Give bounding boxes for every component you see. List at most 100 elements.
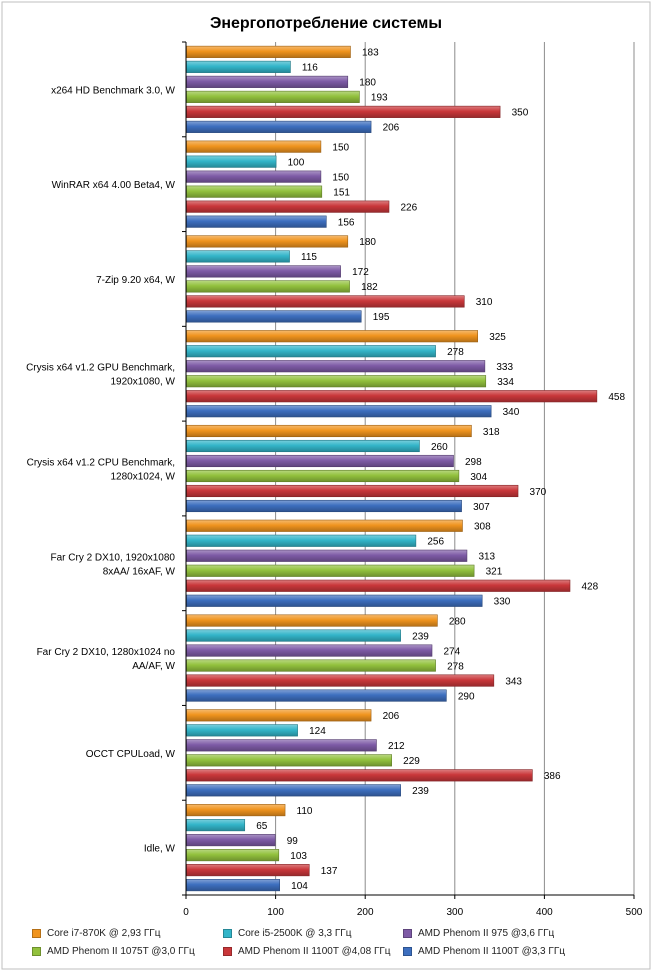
bar xyxy=(186,140,322,153)
bar xyxy=(186,754,392,767)
category-label: AA/AF, W xyxy=(132,661,175,672)
data-label: 278 xyxy=(447,661,464,672)
axes xyxy=(182,41,635,899)
data-label: 226 xyxy=(400,202,417,213)
bar xyxy=(186,185,323,198)
bar xyxy=(186,709,372,722)
labels: 0 100 200 300 400 500 x264 HD Benchmark 3.0, W… xyxy=(26,48,643,918)
data-label: 172 xyxy=(352,267,369,278)
bar xyxy=(186,564,475,577)
bar xyxy=(186,345,436,358)
data-label: 290 xyxy=(458,691,475,702)
x-tick-label: 300 xyxy=(446,907,463,918)
category-label: Far Cry 2 DX10, 1280x1024 no xyxy=(37,647,176,658)
bar xyxy=(186,105,501,118)
category-label: 1280x1024, W xyxy=(111,472,176,483)
data-label: 65 xyxy=(256,821,268,832)
data-label: 212 xyxy=(388,741,405,752)
data-label: 137 xyxy=(321,866,338,877)
data-label: 182 xyxy=(361,282,378,293)
data-label: 260 xyxy=(431,442,448,453)
data-label: 100 xyxy=(288,157,305,168)
data-label: 274 xyxy=(444,646,461,657)
bar xyxy=(186,689,447,702)
data-label: 370 xyxy=(530,487,547,498)
data-label: 193 xyxy=(371,93,388,104)
data-label: 124 xyxy=(309,726,326,737)
x-tick-label: 500 xyxy=(626,907,643,918)
legend-label: Core i7-870K @ 2,93 ГГц xyxy=(47,928,161,939)
data-label: 278 xyxy=(447,347,464,358)
bar xyxy=(186,60,291,73)
x-tick-label: 200 xyxy=(357,907,374,918)
legend-item: AMD Phenom II 1075T @3,0 ГГц xyxy=(32,946,195,957)
data-label: 180 xyxy=(359,237,376,248)
bar xyxy=(186,849,280,862)
legend-item: Core i5-2500K @ 3,3 ГГц xyxy=(223,928,351,939)
bar xyxy=(186,864,310,877)
data-label: 150 xyxy=(332,172,349,183)
data-label: 280 xyxy=(449,616,466,627)
bar xyxy=(186,45,351,58)
data-label: 343 xyxy=(505,676,522,687)
bar xyxy=(186,739,377,752)
bar xyxy=(186,629,401,642)
data-label: 206 xyxy=(383,711,400,722)
data-label: 310 xyxy=(476,297,493,308)
legend-swatch xyxy=(403,947,412,956)
data-label: 103 xyxy=(290,851,307,862)
category-label: Crysis x64 v1.2 CPU Benchmark, xyxy=(27,458,175,469)
legend-label: Core i5-2500K @ 3,3 ГГц xyxy=(238,928,352,939)
legend-label: AMD Phenom II 975 @3,6 ГГц xyxy=(418,928,555,939)
bar xyxy=(186,215,327,228)
bar xyxy=(186,469,460,483)
data-label: 428 xyxy=(581,582,598,593)
legend-swatch xyxy=(32,929,41,938)
x-tick-label: 0 xyxy=(183,907,189,918)
data-label: 307 xyxy=(473,502,490,513)
bar xyxy=(186,644,433,657)
category-label: 8xAA/ 16xAF, W xyxy=(103,566,176,577)
bar xyxy=(186,235,349,248)
legend-swatch xyxy=(223,947,232,956)
bar xyxy=(186,769,533,782)
gridlines xyxy=(275,42,635,895)
data-label: 206 xyxy=(383,123,400,134)
bar xyxy=(186,360,486,373)
bar xyxy=(186,594,483,607)
bar xyxy=(186,519,463,532)
bar xyxy=(186,879,280,892)
bar xyxy=(186,200,390,213)
data-label: 104 xyxy=(291,881,308,892)
data-label: 308 xyxy=(474,522,491,533)
bars xyxy=(186,45,598,892)
category-label: x264 HD Benchmark 3.0, W xyxy=(51,85,175,96)
data-label: 334 xyxy=(497,377,514,388)
x-tick-label: 100 xyxy=(267,907,284,918)
legend-item: AMD Phenom II 1100T @4,08 ГГц xyxy=(223,946,391,957)
legend-item: AMD Phenom II 975 @3,6 ГГц xyxy=(403,928,554,939)
legend-item: AMD Phenom II 1100T @3,3 ГГц xyxy=(403,946,565,957)
data-label: 180 xyxy=(359,78,376,89)
bar xyxy=(186,579,571,592)
category-label: Crysis x64 v1.2 GPU Benchmark, xyxy=(26,363,175,374)
data-label: 156 xyxy=(338,217,355,228)
bar xyxy=(186,75,349,88)
bar xyxy=(186,424,472,438)
data-label: 239 xyxy=(412,786,429,797)
data-label: 350 xyxy=(512,108,529,119)
data-label: 458 xyxy=(608,392,625,403)
bar xyxy=(186,265,341,278)
bar xyxy=(186,405,492,418)
bar xyxy=(186,834,276,847)
bar xyxy=(186,724,298,737)
data-label: 325 xyxy=(489,332,506,343)
bar xyxy=(186,499,462,513)
legend-label: AMD Phenom II 1100T @3,3 ГГц xyxy=(418,946,565,957)
bar xyxy=(186,170,322,183)
legend-item: Core i7-870K @ 2,93 ГГц xyxy=(32,928,160,939)
data-label: 330 xyxy=(494,597,511,608)
category-label: Idle, W xyxy=(144,844,176,855)
data-label: 115 xyxy=(301,252,317,263)
bar xyxy=(186,330,479,343)
